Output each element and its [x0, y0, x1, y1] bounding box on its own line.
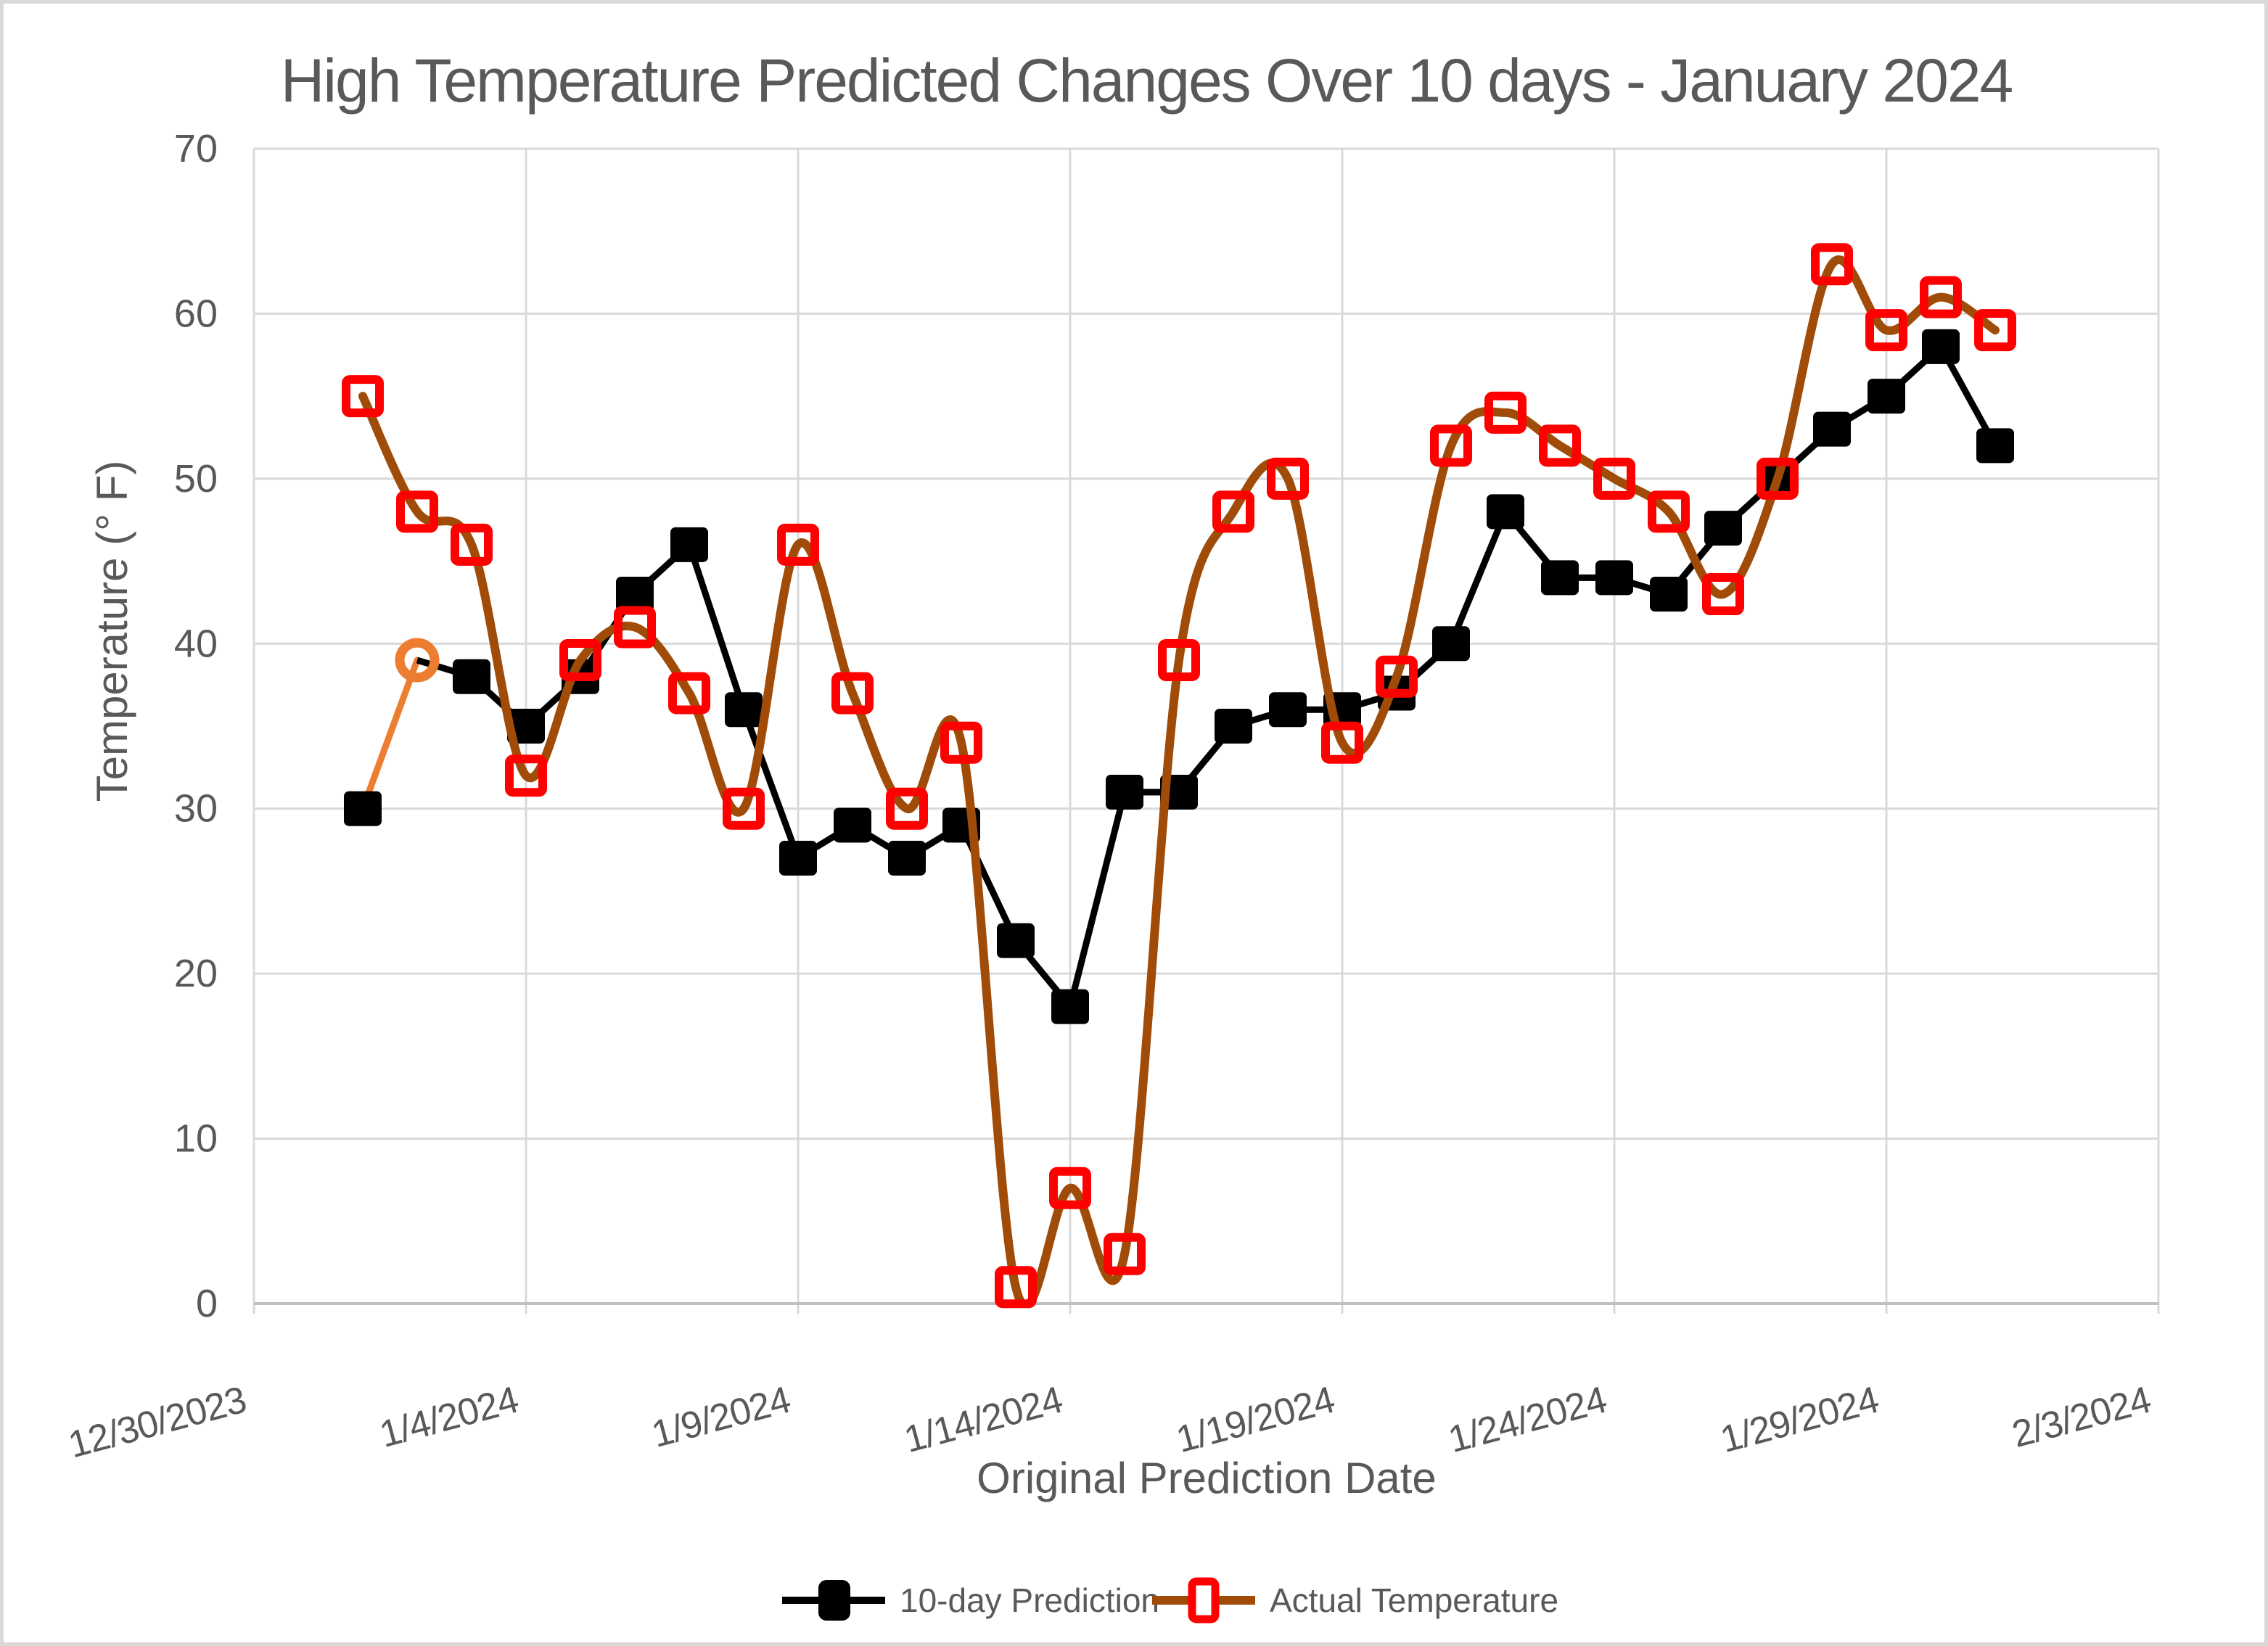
- prediction-point[interactable]: [779, 840, 817, 876]
- series-10-day-prediction[interactable]: [344, 329, 2014, 1024]
- prediction-point[interactable]: [1215, 709, 1252, 744]
- actual-point[interactable]: [1702, 573, 1744, 616]
- actual-point[interactable]: [831, 672, 874, 715]
- prediction-point[interactable]: [1051, 989, 1089, 1024]
- legend-item-10-day-prediction[interactable]: 10-day Prediction: [782, 1580, 1159, 1621]
- prediction-point[interactable]: [1922, 329, 1960, 364]
- x-axis-title: Original Prediction Date: [977, 1454, 1437, 1502]
- legend-label-10-day-prediction: 10-day Prediction: [900, 1581, 1159, 1619]
- actual-point[interactable]: [1593, 457, 1635, 500]
- y-tick-label: 40: [174, 622, 218, 665]
- prediction-point[interactable]: [670, 527, 708, 562]
- plot-gridlines: [252, 147, 2160, 1314]
- actual-point[interactable]: [396, 490, 438, 533]
- y-tick-label: 30: [174, 787, 218, 831]
- y-tick-label: 0: [196, 1282, 218, 1325]
- legend-marker-black-square: [818, 1580, 850, 1621]
- legend-label-actual-temperature: Actual Temperature: [1270, 1581, 1558, 1619]
- y-tick-label: 10: [174, 1117, 218, 1161]
- prediction-point[interactable]: [453, 659, 490, 694]
- y-tick-label: 20: [174, 952, 218, 995]
- actual-point[interactable]: [777, 523, 819, 566]
- actual-point[interactable]: [451, 523, 493, 566]
- actual-point[interactable]: [1158, 639, 1200, 682]
- prediction-point[interactable]: [507, 709, 545, 744]
- prediction-point[interactable]: [1868, 379, 1905, 414]
- actual-point[interactable]: [1321, 721, 1363, 764]
- actual-point[interactable]: [886, 787, 928, 830]
- prediction-point[interactable]: [1487, 494, 1524, 530]
- prediction-point[interactable]: [1106, 774, 1143, 810]
- actual-point[interactable]: [995, 1266, 1037, 1309]
- actual-point[interactable]: [723, 787, 765, 830]
- legend[interactable]: 10-day Prediction Actual Temperature: [782, 1577, 1558, 1624]
- prediction-point[interactable]: [1976, 428, 2014, 464]
- prediction-point[interactable]: [1595, 560, 1633, 596]
- actual-point[interactable]: [1539, 424, 1581, 467]
- actual-point[interactable]: [668, 672, 710, 715]
- prediction-point[interactable]: [725, 692, 763, 728]
- y-axis-title: Temperature (° F): [88, 461, 136, 802]
- prediction-point[interactable]: [1541, 560, 1579, 596]
- prediction-point[interactable]: [344, 791, 382, 826]
- actual-point[interactable]: [505, 754, 547, 797]
- prediction-point[interactable]: [1704, 511, 1742, 546]
- actual-point[interactable]: [1757, 457, 1799, 500]
- actual-point[interactable]: [1049, 1166, 1091, 1209]
- y-tick-label: 70: [174, 127, 218, 170]
- prediction-point[interactable]: [1432, 626, 1470, 662]
- prediction-point[interactable]: [997, 923, 1035, 958]
- y-tick-label: 50: [174, 457, 218, 501]
- actual-point[interactable]: [1811, 243, 1853, 286]
- highlight-segment[interactable]: [359, 657, 421, 812]
- prediction-point[interactable]: [1269, 692, 1307, 728]
- actual-point[interactable]: [1484, 391, 1527, 434]
- highlighted-prediction-point[interactable]: [395, 638, 440, 683]
- y-tick-label: 60: [174, 292, 218, 335]
- legend-marker-red-open-square: [1188, 1577, 1220, 1624]
- actual-point[interactable]: [1648, 490, 1690, 533]
- actual-point[interactable]: [940, 721, 982, 764]
- actual-point[interactable]: [1865, 309, 1907, 352]
- actual-point[interactable]: [1974, 309, 2016, 352]
- prediction-point[interactable]: [616, 577, 654, 612]
- chart-title: High Temperature Predicted Changes Over …: [281, 46, 2013, 115]
- actual-point[interactable]: [342, 375, 384, 418]
- actual-point[interactable]: [559, 639, 601, 682]
- y-axis-tick-labels: 0 10 20 30 40 50 60 70: [174, 127, 218, 1325]
- actual-point[interactable]: [1267, 457, 1309, 500]
- prediction-point[interactable]: [834, 807, 871, 843]
- prediction-point[interactable]: [1813, 411, 1851, 447]
- prediction-point[interactable]: [888, 840, 926, 876]
- prediction-point[interactable]: [1650, 577, 1688, 612]
- actual-point[interactable]: [1376, 655, 1418, 698]
- actual-point[interactable]: [1920, 276, 1962, 318]
- actual-point[interactable]: [614, 606, 656, 649]
- actual-point[interactable]: [1430, 424, 1472, 467]
- series-actual-temperature[interactable]: [342, 243, 2016, 1309]
- actual-point[interactable]: [1212, 490, 1254, 533]
- actual-point[interactable]: [1104, 1233, 1146, 1275]
- legend-item-actual-temperature[interactable]: Actual Temperature: [1152, 1577, 1558, 1624]
